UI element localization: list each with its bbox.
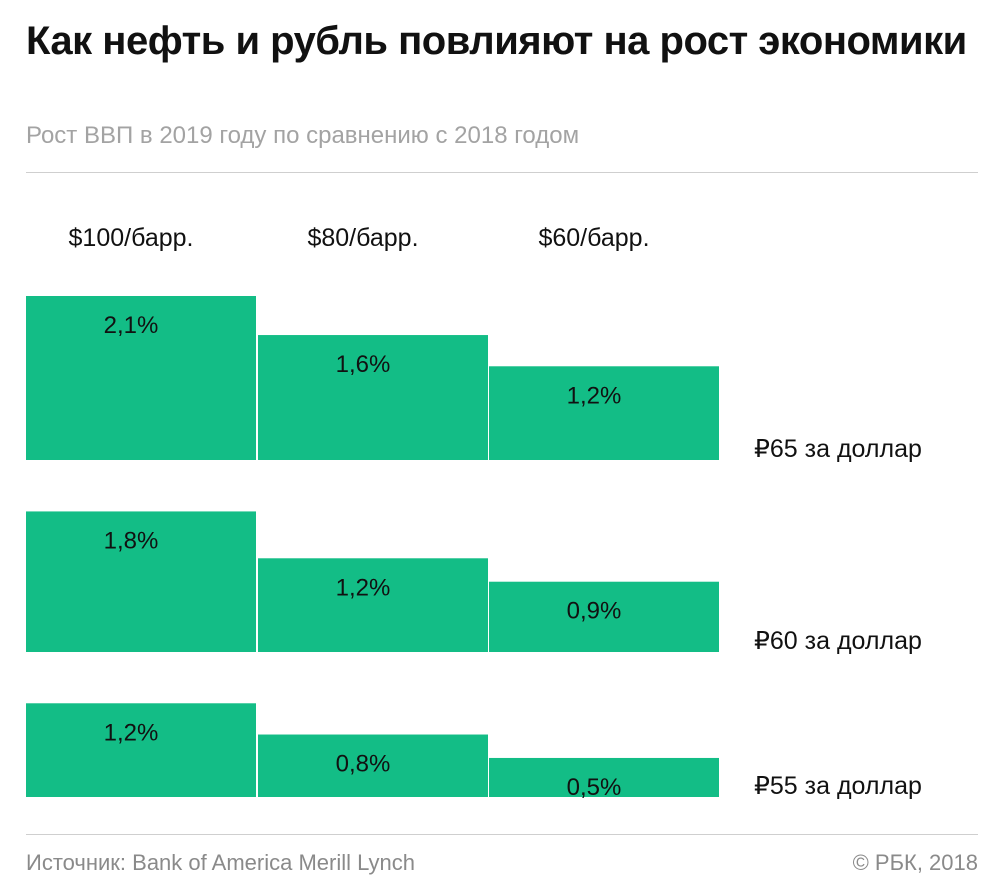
bar — [258, 734, 488, 797]
data-label: 2,1% — [104, 312, 159, 339]
data-label: 0,8% — [336, 751, 391, 778]
data-label: 1,8% — [104, 527, 159, 554]
data-label: 1,2% — [336, 574, 391, 601]
category-label: $80/барр. — [307, 224, 418, 252]
chart-subtitle: Рост ВВП в 2019 году по сравнению с 2018… — [26, 122, 580, 149]
bar — [258, 558, 488, 652]
data-label: 0,9% — [567, 598, 622, 625]
bar — [489, 581, 719, 652]
bar — [26, 296, 256, 460]
series-label: ₽60 за доллар — [754, 627, 922, 655]
chart-title: Как нефть и рубль повлияют на рост эконо… — [26, 19, 967, 63]
data-label: 1,2% — [104, 719, 159, 746]
data-label: 1,2% — [567, 382, 622, 409]
bar — [489, 757, 719, 797]
copyright-note: © РБК, 2018 — [852, 850, 978, 875]
data-label: 0,5% — [567, 774, 622, 801]
bar — [26, 511, 256, 652]
category-label: $100/барр. — [69, 224, 194, 252]
top-divider — [26, 172, 978, 173]
series-label: ₽55 за доллар — [754, 772, 922, 800]
bar — [26, 703, 256, 797]
source-note: Источник: Bank of America Merill Lynch — [26, 850, 415, 875]
data-label: 1,6% — [336, 351, 391, 378]
bar — [258, 335, 488, 460]
bar — [489, 366, 719, 460]
series-label: ₽65 за доллар — [754, 435, 922, 463]
category-label: $60/барр. — [538, 224, 649, 252]
bottom-divider — [26, 834, 978, 835]
